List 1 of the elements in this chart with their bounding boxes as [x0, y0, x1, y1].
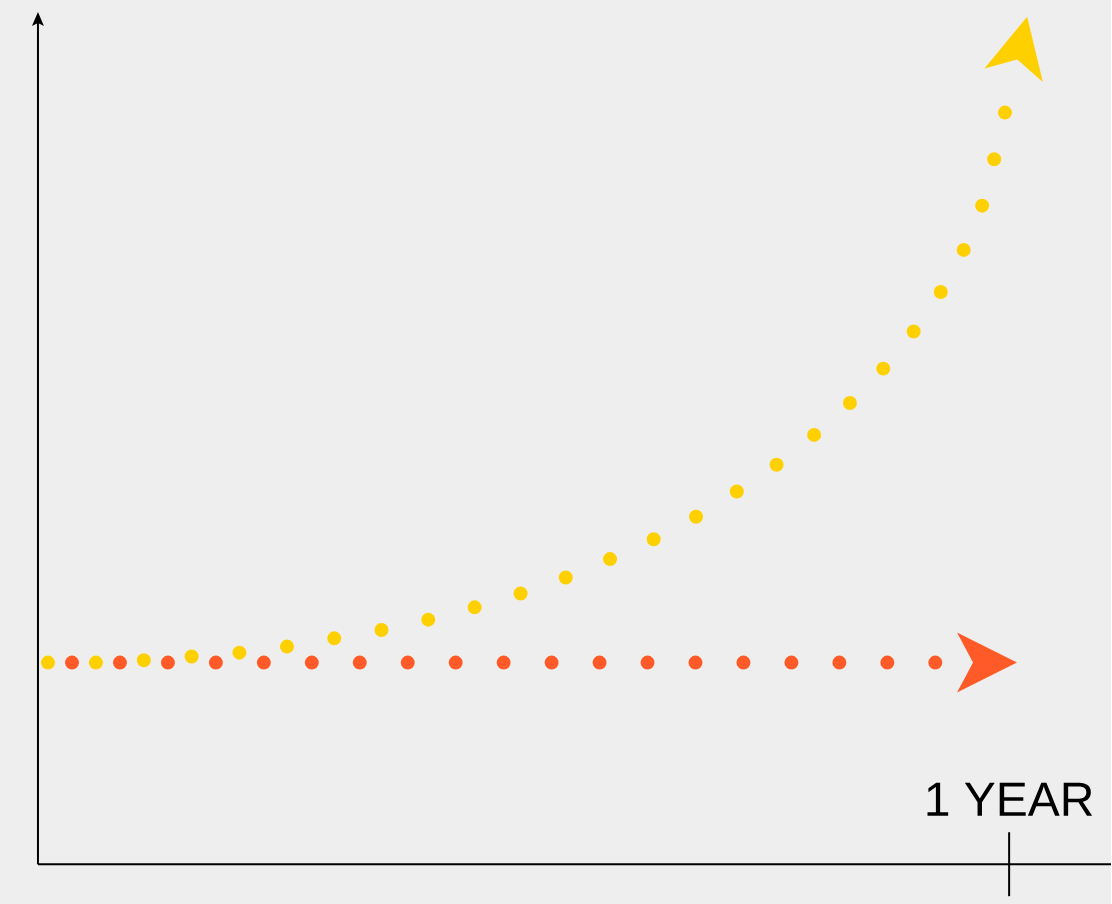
- annotation: 1 YEAR: [927, 782, 1093, 816]
